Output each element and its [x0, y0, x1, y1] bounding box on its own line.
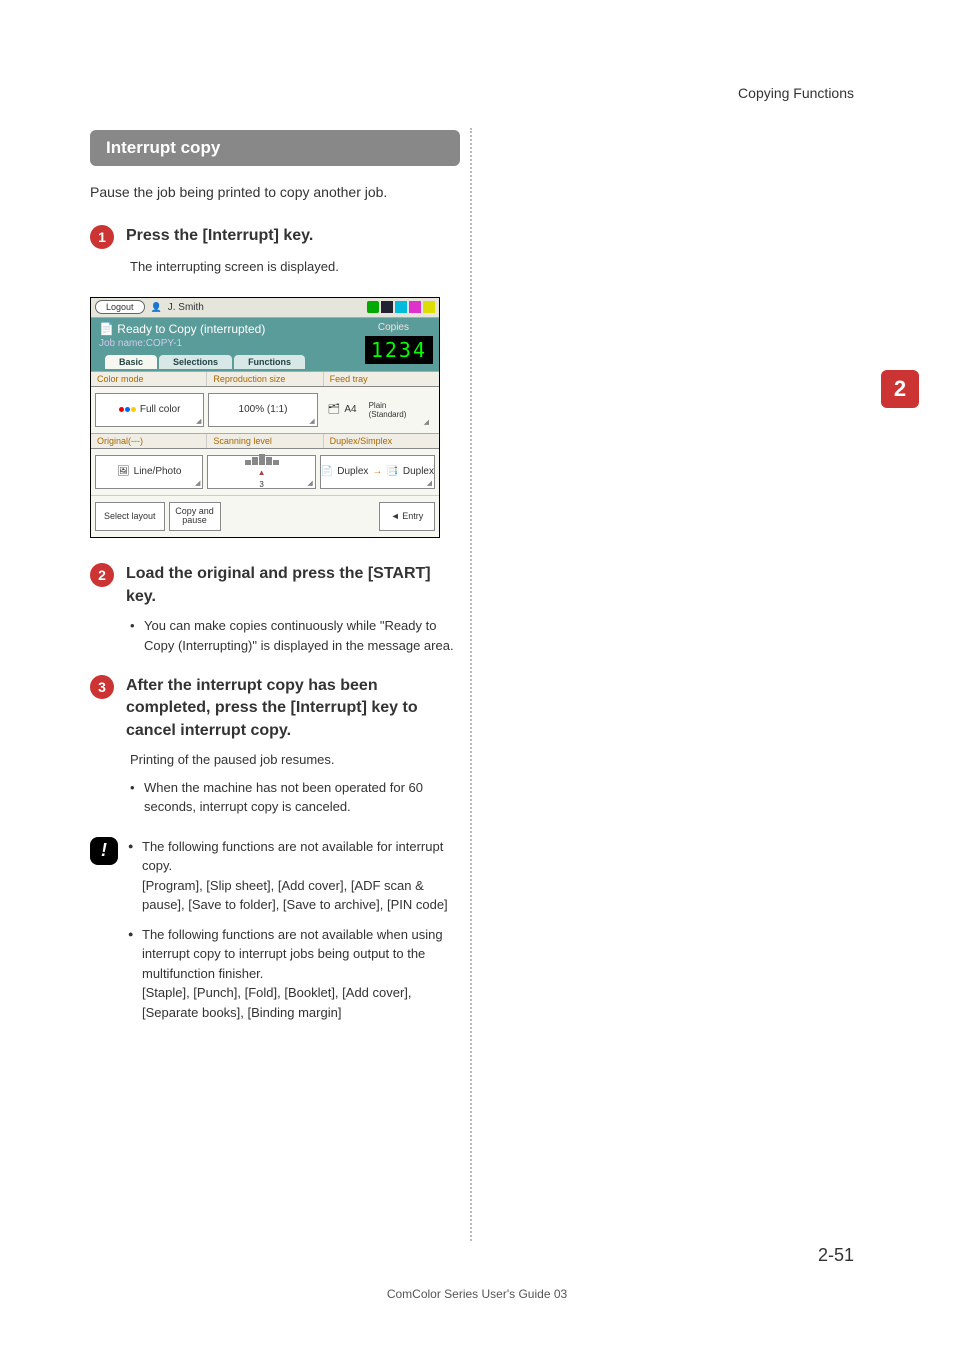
reproduction-button[interactable]: 100% (1:1) ◢ — [208, 393, 317, 427]
corner-mark-icon: ◢ — [196, 417, 201, 425]
ready-label: Ready to Copy (interrupted) — [117, 322, 265, 336]
entry-button[interactable]: ◄ Entry — [379, 502, 435, 532]
corner-mark-icon: ◢ — [195, 479, 200, 487]
corner-mark-icon: ◢ — [307, 479, 312, 487]
step-number-badge: 3 — [90, 675, 114, 699]
reproduction-value: 100% (1:1) — [239, 404, 288, 415]
note-item: The following functions are not availabl… — [128, 837, 460, 915]
ink-c-icon — [395, 301, 407, 313]
label-original: Original(---) — [91, 434, 207, 448]
original-value: Line/Photo — [134, 466, 182, 477]
arrow-right-icon: → — [372, 466, 382, 477]
duplex-right: Duplex — [403, 466, 434, 477]
step-body: You can make copies continuously while "… — [130, 616, 460, 655]
duplex-left: Duplex — [337, 466, 368, 477]
logout-button[interactable]: Logout — [95, 300, 145, 314]
intro-text: Pause the job being printed to copy anot… — [90, 184, 460, 200]
color-mode-value: Full color — [140, 404, 181, 415]
step-1: 1 Press the [Interrupt] key. The interru… — [90, 225, 460, 277]
corner-mark-icon: ◢ — [427, 479, 432, 487]
select-layout-button[interactable]: Select layout — [95, 502, 165, 532]
step-bullet: You can make copies continuously while "… — [130, 616, 460, 655]
row2-options: 🖼 Line/Photo ◢ ▲ 3 ◢ 📄 Duplex → 📑 Duplex… — [91, 449, 439, 495]
step-bullet: When the machine has not been operated f… — [130, 778, 460, 817]
tab-selections[interactable]: Selections — [159, 355, 232, 369]
note-item: The following functions are not availabl… — [128, 925, 460, 1023]
copies-counter: 1234 — [365, 336, 433, 364]
tray-icon: 🗂 — [328, 404, 341, 415]
status-band: 📄 Ready to Copy (interrupted) Job name:C… — [91, 318, 439, 371]
row1-options: Full color ◢ 100% (1:1) ◢ 🗂 A4 Plain (St… — [91, 387, 439, 433]
step-body: Printing of the paused job resumes. When… — [130, 750, 460, 817]
step-body-text: Printing of the paused job resumes. — [130, 752, 335, 767]
label-duplex: Duplex/Simplex — [324, 434, 439, 448]
page-number: 2-51 — [818, 1245, 854, 1266]
chapter-tab: 2 — [881, 370, 919, 408]
caution-icon: ! — [90, 837, 118, 865]
scan-value: 3 — [259, 480, 263, 489]
scanning-level-button[interactable]: ▲ 3 ◢ — [207, 455, 315, 489]
bottom-buttons: Select layout Copy and pause ◄ Entry — [91, 495, 439, 538]
header-right: Copying Functions — [738, 85, 854, 101]
label-reproduction: Reproduction size — [207, 372, 323, 386]
section-title: Interrupt copy — [90, 130, 460, 166]
row1-labels: Color mode Reproduction size Feed tray — [91, 371, 439, 387]
label-scanning: Scanning level — [207, 434, 323, 448]
step-title: Press the [Interrupt] key. — [126, 225, 460, 247]
footer-text: ComColor Series User's Guide 03 — [0, 1287, 954, 1301]
scan-bars-icon — [245, 454, 279, 465]
original-icon: 🖼 — [117, 466, 130, 477]
caution-note: ! The following functions are not availa… — [90, 837, 460, 1033]
main-column: Interrupt copy Pause the job being print… — [90, 130, 460, 1032]
color-dots-icon — [119, 407, 136, 412]
row2-labels: Original(---) Scanning level Duplex/Simp… — [91, 433, 439, 449]
user-icon: 👤 — [151, 302, 162, 313]
feed-tray-button[interactable]: 🗂 A4 Plain (Standard) ◢ — [322, 393, 435, 427]
device-screenshot: Logout 👤 J. Smith 📄 Ready to Copy (inter… — [90, 297, 440, 539]
copies-label: Copies — [378, 322, 409, 333]
duplex-button[interactable]: 📄 Duplex → 📑 Duplex ◢ — [320, 455, 435, 489]
label-feed-tray: Feed tray — [324, 372, 439, 386]
step-2: 2 Load the original and press the [START… — [90, 563, 460, 655]
step-number-badge: 1 — [90, 225, 114, 249]
duplex-icon: 📄 — [321, 466, 333, 477]
duplex-icon: 📑 — [386, 466, 398, 477]
ink-status-icons — [367, 301, 435, 313]
label-color-mode: Color mode — [91, 372, 207, 386]
corner-mark-icon: ◢ — [424, 418, 429, 426]
scan-arrow-icon: ▲ — [258, 467, 266, 478]
step-number-badge: 2 — [90, 563, 114, 587]
user-name: J. Smith — [168, 302, 204, 313]
tab-basic[interactable]: Basic — [105, 355, 157, 369]
step-3: 3 After the interrupt copy has been comp… — [90, 675, 460, 817]
corner-mark-icon: ◢ — [309, 417, 314, 425]
ss-top-bar: Logout 👤 J. Smith — [91, 298, 439, 318]
ink-y-icon — [423, 301, 435, 313]
column-divider — [470, 128, 472, 1241]
ink-k-icon — [381, 301, 393, 313]
step-title: Load the original and press the [START] … — [126, 563, 460, 608]
feed-size: A4 — [344, 404, 356, 415]
color-mode-button[interactable]: Full color ◢ — [95, 393, 204, 427]
tab-functions[interactable]: Functions — [234, 355, 305, 369]
step-title: After the interrupt copy has been comple… — [126, 675, 460, 742]
note-text: The following functions are not availabl… — [128, 837, 460, 1033]
original-button[interactable]: 🖼 Line/Photo ◢ — [95, 455, 203, 489]
step-body: The interrupting screen is displayed. — [130, 257, 460, 277]
feed-type: Plain (Standard) — [369, 401, 407, 419]
copy-and-pause-button[interactable]: Copy and pause — [169, 502, 221, 532]
status-icon — [367, 301, 379, 313]
ink-m-icon — [409, 301, 421, 313]
